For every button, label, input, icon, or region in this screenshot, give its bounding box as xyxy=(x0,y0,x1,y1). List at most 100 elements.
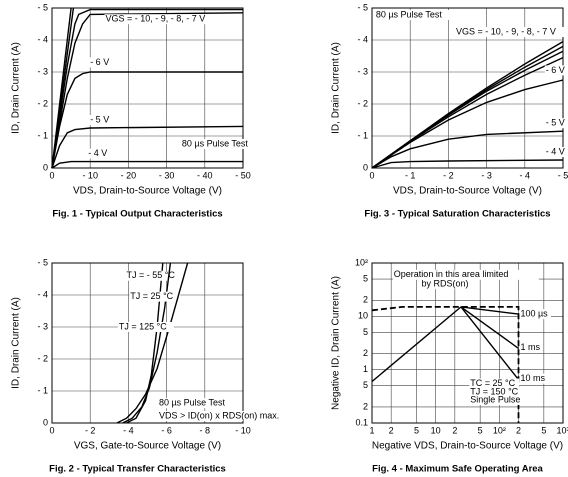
plot-frame xyxy=(51,7,244,169)
y-axis-label: ID, Drain Current (A) xyxy=(331,42,342,134)
series-label: - 5 V xyxy=(90,114,109,124)
label-bg xyxy=(519,309,551,320)
label-bg xyxy=(544,118,568,129)
y-tick-label: - 3 xyxy=(37,66,48,76)
curve xyxy=(371,306,462,383)
plot-frame xyxy=(371,7,564,169)
annotation-bg xyxy=(374,10,454,21)
x-tick-label: 10³ xyxy=(556,425,568,435)
x-tick-label: - 10 xyxy=(82,170,98,180)
y-tick-label: - 3 xyxy=(357,66,368,76)
label-bg xyxy=(544,147,568,157)
annotation-bg xyxy=(180,139,260,149)
y-tick-label: 10 xyxy=(358,311,368,321)
x-tick-label: - 4 xyxy=(123,425,134,435)
annotation: Operation in this area limited xyxy=(394,269,509,279)
curve xyxy=(371,45,564,169)
series-label: TJ = - 55 °C xyxy=(126,270,175,280)
x-tick-label: 2 xyxy=(452,425,457,435)
x-tick-label: 0 xyxy=(49,425,54,435)
label-bg xyxy=(87,148,114,159)
y-tick-label: - 2 xyxy=(37,353,48,363)
y-tick-label: - 5 xyxy=(37,257,48,267)
annotation-bg xyxy=(455,27,568,37)
label-bg xyxy=(89,115,116,125)
curve xyxy=(460,306,519,349)
y-tick-label: 0.1 xyxy=(355,417,368,427)
x-tick-label: 2 xyxy=(516,425,521,435)
curve xyxy=(371,50,564,169)
y-tick-label: - 1 xyxy=(357,130,368,140)
x-tick-label: 5 xyxy=(541,425,546,435)
y-tick-label: 5 xyxy=(363,327,368,337)
annotation-bg xyxy=(392,269,539,280)
curve xyxy=(122,262,172,424)
y-tick-label: 5 xyxy=(363,273,368,283)
annotation-bg xyxy=(469,387,525,398)
curve xyxy=(371,79,564,169)
curve xyxy=(51,8,243,169)
curve xyxy=(371,159,564,169)
label-bg xyxy=(519,373,546,384)
x-tick-label: - 1 xyxy=(405,170,416,180)
y-tick-label: 1 xyxy=(363,364,368,374)
annotation: by RDS(on) xyxy=(422,279,469,289)
series-label: - 4 V xyxy=(546,146,565,156)
x-axis-label: VDS, Drain-to-Source Voltage (V) xyxy=(73,186,222,197)
curve xyxy=(51,12,244,169)
annotation: TC = 25 °C xyxy=(470,378,515,388)
annotation: VDS > ID(on) x RDS(on) max. xyxy=(159,410,279,420)
series-label: - 4 V xyxy=(88,148,107,158)
x-tick-label: - 40 xyxy=(197,170,213,180)
label-bg xyxy=(519,342,542,353)
x-tick-label: 1 xyxy=(369,425,374,435)
x-axis-label: VDS, Drain-to-Source Voltage (V) xyxy=(393,186,542,197)
label-bg xyxy=(129,291,181,302)
y-tick-label: - 1 xyxy=(37,385,48,395)
figure-caption: Fig. 4 - Maximum Safe Operating Area xyxy=(372,464,543,475)
y-tick-label: 2 xyxy=(363,348,368,358)
x-tick-label: 2 xyxy=(389,425,394,435)
y-tick-label: 2 xyxy=(363,295,368,305)
annotation: Single Pulse xyxy=(470,394,520,404)
y-axis-label: ID, Drain Current (A) xyxy=(11,297,22,389)
y-tick-label: - 4 xyxy=(37,34,48,44)
y-tick-label: - 4 xyxy=(357,34,368,44)
plot-frame xyxy=(371,262,564,424)
y-tick-label: - 3 xyxy=(37,321,48,331)
curve xyxy=(51,160,243,169)
x-tick-label: - 2 xyxy=(85,425,96,435)
annotation-bg xyxy=(469,378,520,389)
y-tick-label: - 5 xyxy=(37,2,48,12)
figure-caption: Fig. 1 - Typical Output Characteristics xyxy=(52,209,222,220)
series-label: - 6 V xyxy=(546,65,565,75)
x-tick-label: - 3 xyxy=(481,170,492,180)
label-bg xyxy=(89,57,116,68)
series-label: TJ = 25 °C xyxy=(130,291,173,301)
y-tick-label: 0 xyxy=(43,417,48,427)
annotation: 80 µs Pulse Test xyxy=(376,9,443,19)
x-axis-label: Negative VDS, Drain-to-Source Voltage (V… xyxy=(372,441,563,452)
annotation: TJ = 150 °C xyxy=(470,386,518,396)
x-tick-label: 5 xyxy=(414,425,419,435)
x-tick-label: - 6 xyxy=(161,425,172,435)
x-tick-label: - 5 xyxy=(558,170,568,180)
label-bg xyxy=(125,270,187,281)
annotation: 80 µs Pulse Test xyxy=(182,138,249,148)
y-tick-label: 0 xyxy=(363,162,368,172)
curve xyxy=(371,56,564,169)
y-tick-label: - 2 xyxy=(357,98,368,108)
figure-caption: Fig. 2 - Typical Transfer Characteristic… xyxy=(49,464,226,475)
curve xyxy=(460,306,519,315)
series-label: - 5 V xyxy=(546,118,565,128)
x-tick-label: - 4 xyxy=(520,170,531,180)
x-tick-label: 5 xyxy=(478,425,483,435)
curve xyxy=(371,306,520,423)
x-tick-label: 10² xyxy=(493,425,506,435)
x-tick-label: - 8 xyxy=(200,425,211,435)
series-label: 10 ms xyxy=(520,373,545,383)
y-tick-label: 5 xyxy=(363,380,368,390)
curve xyxy=(371,130,564,169)
label-bg xyxy=(117,322,174,332)
y-axis-label: ID, Drain Current (A) xyxy=(11,42,22,134)
